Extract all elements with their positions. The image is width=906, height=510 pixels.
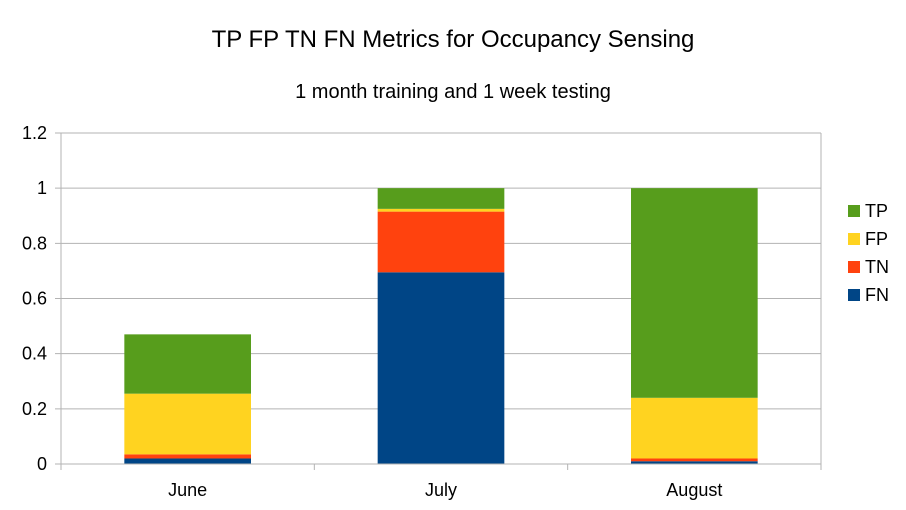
legend-swatch-tn (848, 261, 860, 273)
legend-label-tp: TP (865, 201, 888, 221)
bar-segment-fn (631, 461, 758, 464)
legend-swatch-fn (848, 289, 860, 301)
x-tick-label: August (666, 480, 722, 500)
bar-segment-fn (377, 272, 505, 464)
y-tick-label: 0.6 (22, 289, 47, 309)
bar-segment-tn (377, 211, 505, 273)
x-tick-label: July (425, 480, 457, 500)
bar-segment-tn (631, 458, 758, 462)
chart-title: TP FP TN FN Metrics for Occupancy Sensin… (211, 26, 695, 53)
y-tick-label: 0.4 (22, 344, 47, 364)
bar-segment-fp (631, 397, 758, 459)
bar-segment-tp (631, 188, 758, 398)
bar-segment-fp (124, 393, 251, 455)
bar-segment-fp (377, 208, 505, 212)
legend-swatch-tp (848, 205, 860, 217)
legend-label-tn: TN (865, 257, 889, 277)
legend-label-fp: FP (865, 229, 888, 249)
y-tick-label: 0 (37, 454, 47, 474)
y-tick-label: 0.2 (22, 399, 47, 419)
bar-segment-tp (124, 334, 251, 394)
y-tick-label: 1.2 (22, 123, 47, 143)
chart-subtitle: 1 month training and 1 week testing (295, 81, 611, 103)
y-tick-label: 1 (37, 178, 47, 198)
legend-swatch-fp (848, 233, 860, 245)
bar-segment-fn (124, 458, 251, 464)
y-tick-label: 0.8 (22, 233, 47, 253)
legend-label-fn: FN (865, 285, 889, 305)
bar-segment-tn (124, 454, 251, 459)
bar-segment-tp (377, 188, 505, 209)
x-tick-label: June (168, 480, 207, 500)
